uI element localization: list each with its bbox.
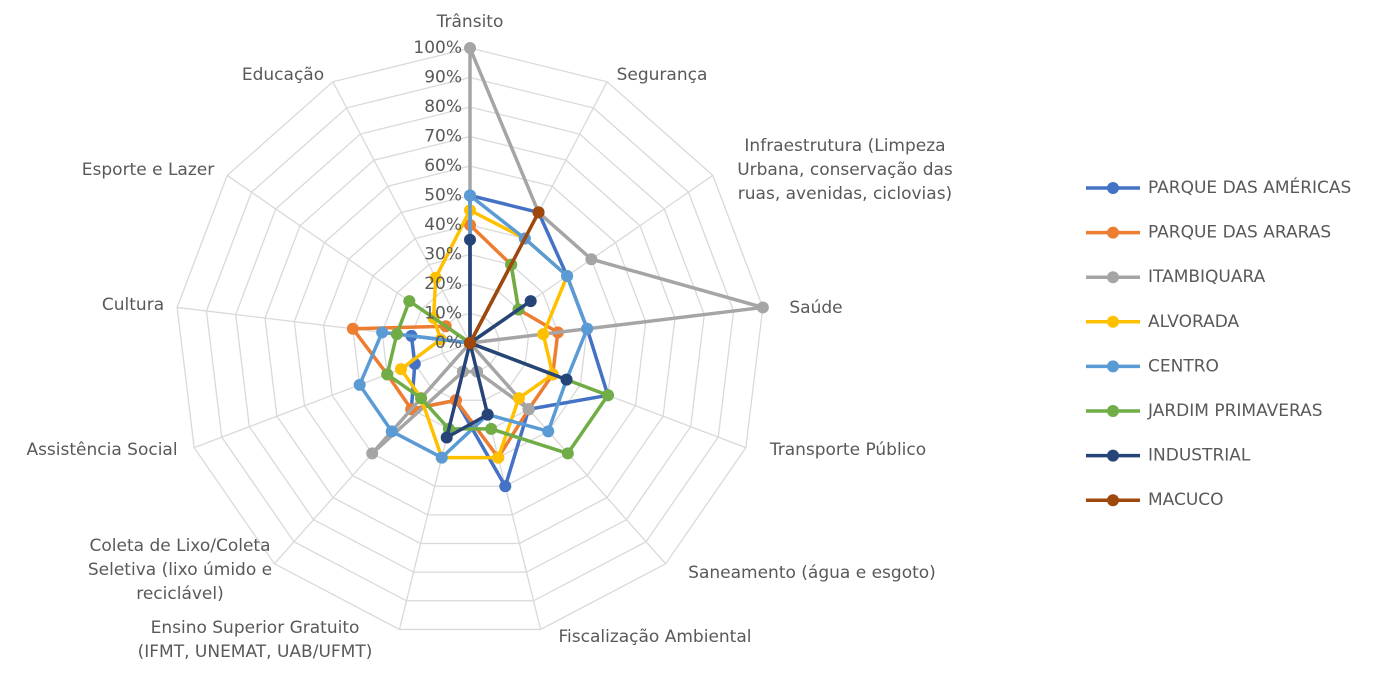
data-point (485, 422, 498, 435)
data-point (440, 431, 453, 444)
category-label: Fiscalização Ambiental (558, 627, 752, 647)
grid-ring (293, 165, 647, 516)
data-point (561, 447, 574, 460)
data-point (346, 322, 359, 335)
data-point (464, 42, 476, 54)
y-tick-label: 70% (424, 127, 462, 147)
series-line (444, 238, 569, 440)
legend-marker (1107, 182, 1119, 194)
data-point (581, 322, 594, 335)
data-point (464, 189, 476, 202)
y-tick-label: 0% (435, 333, 462, 353)
data-point (395, 363, 408, 376)
legend-label: ALVORADA (1148, 312, 1239, 332)
data-point (381, 368, 394, 381)
y-tick-label: 60% (424, 156, 462, 176)
y-tick-label: 90% (424, 68, 462, 88)
category-label: Infraestrutura (Limpeza Urbana, conserva… (737, 136, 953, 204)
legend-label: MACUCO (1148, 490, 1224, 510)
data-point (390, 328, 403, 341)
category-label: Esporte e Lazer (81, 160, 215, 180)
grid-ring (322, 194, 618, 487)
data-point (415, 392, 428, 405)
legend-marker (1107, 315, 1119, 328)
data-point (464, 233, 476, 246)
data-point (561, 269, 574, 282)
legend-marker (1107, 271, 1119, 284)
data-point (524, 295, 537, 308)
legend-marker (1107, 449, 1119, 462)
spoke (193, 342, 471, 449)
category-label: Segurança (616, 65, 708, 85)
data-point (492, 451, 505, 464)
y-tick-label: 100% (413, 38, 462, 58)
category-label: Assistência Social (26, 440, 178, 460)
y-tick-label: 40% (424, 215, 462, 235)
grid-ring (205, 76, 735, 602)
category-label: Coleta de Lixo/Coleta Seletiva (lixo úmi… (87, 536, 273, 604)
legend-label: PARQUE DAS AMÉRICAS (1148, 176, 1351, 198)
y-tick-label: 10% (424, 304, 462, 324)
category-label: Ensino Superior Gratuito (IFMT, UNEMAT, … (137, 618, 373, 662)
data-point (353, 378, 366, 391)
category-label: Saneamento (água e esgoto) (688, 563, 936, 583)
category-label: Cultura (101, 295, 165, 315)
data-point (385, 425, 398, 438)
data-point (464, 337, 476, 349)
legend-marker (1107, 405, 1119, 417)
y-tick-label: 50% (424, 186, 462, 206)
legend-label: INDUSTRIAL (1148, 446, 1251, 466)
data-point (429, 271, 442, 284)
data-point (585, 253, 598, 266)
category-label: Transporte Público (769, 440, 927, 460)
series-line (468, 210, 541, 345)
data-point (601, 389, 614, 402)
grid-ring (235, 106, 705, 573)
y-tick-label: 20% (424, 274, 462, 294)
y-tick-label: 80% (424, 97, 462, 117)
legend-marker (1107, 494, 1119, 507)
data-point (537, 328, 550, 341)
data-point (376, 326, 389, 339)
category-label: Educação (241, 65, 325, 85)
category-label: Saúde (789, 298, 843, 318)
grid-ring (176, 47, 764, 631)
data-point (435, 451, 448, 464)
legend-label: ITAMBIQUARA (1148, 267, 1266, 287)
legend-marker (1107, 226, 1119, 239)
spoke (332, 81, 471, 344)
legend-label: JARDIM PRIMAVERAS (1147, 401, 1323, 421)
data-point (499, 480, 512, 493)
data-point (512, 392, 525, 405)
grid-ring (264, 135, 676, 545)
data-point (522, 403, 535, 416)
data-point (403, 295, 416, 308)
legend-label: PARQUE DAS ARARAS (1148, 223, 1331, 243)
y-tick-label: 30% (424, 245, 462, 265)
legend-label: CENTRO (1148, 356, 1219, 376)
legend-marker (1107, 360, 1119, 373)
data-point (481, 408, 494, 421)
data-point (756, 301, 769, 314)
data-point (542, 425, 555, 438)
category-label: Trânsito (436, 12, 504, 32)
data-point (560, 373, 573, 386)
data-point (366, 447, 379, 460)
data-point (532, 206, 545, 219)
